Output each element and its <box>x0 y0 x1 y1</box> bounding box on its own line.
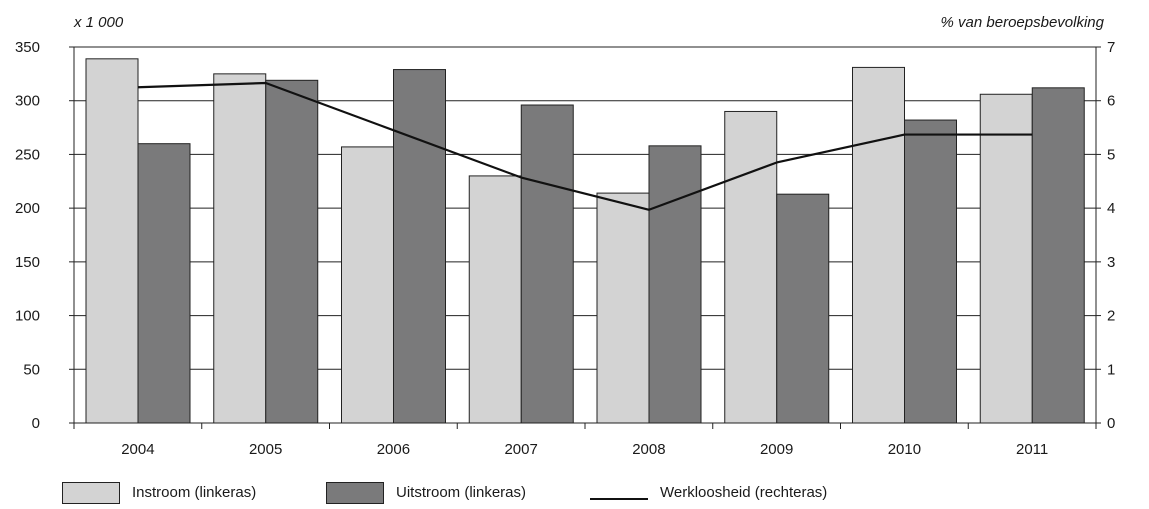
left-axis-unit: x 1 000 <box>74 14 124 31</box>
legend-swatch-instroom <box>62 482 120 504</box>
x-tick-label: 2011 <box>1016 441 1048 458</box>
x-tick-label: 2009 <box>760 441 793 458</box>
right-axis-unit: % van beroepsbevolking <box>940 14 1104 31</box>
y-left-tick-label: 350 <box>15 39 40 56</box>
y-right-tick-label: 2 <box>1107 308 1115 325</box>
legend-item-werkloosheid: Werkloosheid (rechteras) <box>590 482 827 504</box>
x-tick-label: 2008 <box>632 441 665 458</box>
legend: Instroom (linkeras) Uitstroom (linkeras)… <box>0 482 1149 509</box>
bar-uitstroom-2010 <box>904 119 957 424</box>
y-left-tick-label: 250 <box>15 146 40 163</box>
legend-item-instroom: Instroom (linkeras) <box>62 482 256 504</box>
bar-uitstroom-2011 <box>1031 87 1085 424</box>
bar-instroom-2007 <box>468 175 522 424</box>
legend-swatch-uitstroom <box>326 482 384 504</box>
y-right-tick-label: 6 <box>1107 93 1115 110</box>
bar-uitstroom-2007 <box>520 104 574 424</box>
y-left-tick-label: 50 <box>23 361 40 378</box>
line-werkloosheid <box>137 81 1033 211</box>
bar-instroom-2004 <box>85 58 139 424</box>
bar-uitstroom-2009 <box>776 193 830 424</box>
bar-instroom-2010 <box>852 66 905 424</box>
bar-uitstroom-2008 <box>648 145 702 424</box>
y-right-tick-label: 5 <box>1107 146 1115 163</box>
y-right-tick-label: 4 <box>1107 200 1115 217</box>
legend-item-uitstroom: Uitstroom (linkeras) <box>326 482 526 504</box>
bar-instroom-2011 <box>979 93 1033 424</box>
x-tick-label: 2010 <box>888 441 921 458</box>
y-left-tick-label: 0 <box>32 415 40 432</box>
y-left-tick-label: 300 <box>15 93 40 110</box>
x-tick-label: 2007 <box>504 441 537 458</box>
y-right-tick-label: 7 <box>1107 39 1115 56</box>
bar-instroom-2006 <box>341 146 394 424</box>
legend-label-uitstroom: Uitstroom (linkeras) <box>396 484 527 501</box>
legend-label-werkloosheid: Werkloosheid (rechteras) <box>660 484 828 501</box>
legend-label-instroom: Instroom (linkeras) <box>132 484 257 501</box>
y-left-tick-label: 200 <box>15 200 40 217</box>
y-right-tick-label: 3 <box>1107 254 1115 271</box>
bar-uitstroom-2006 <box>393 69 446 424</box>
y-right-tick-label: 1 <box>1107 361 1115 378</box>
bar-uitstroom-2005 <box>265 79 319 424</box>
y-right-tick-label: 0 <box>1107 415 1115 432</box>
bar-instroom-2005 <box>213 73 267 424</box>
x-tick-label: 2005 <box>249 441 282 458</box>
bar-uitstroom-2004 <box>137 143 191 424</box>
y-left-tick-label: 100 <box>15 308 40 325</box>
bar-instroom-2008 <box>596 192 650 424</box>
x-tick-label: 2004 <box>121 441 154 458</box>
x-tick-label: 2006 <box>377 441 410 458</box>
chart: 2004 2005 2006 2007 2008 2009 2010 201105010015… <box>15 39 1115 458</box>
legend-swatch-werkloosheid <box>590 498 648 500</box>
y-left-tick-label: 150 <box>15 254 40 271</box>
bar-instroom-2009 <box>724 110 778 424</box>
